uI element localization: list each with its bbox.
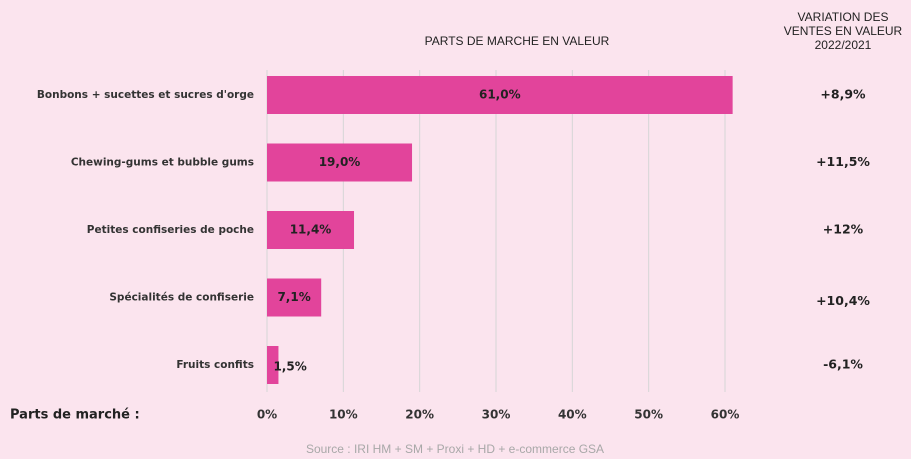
variation-title: VARIATION DES bbox=[798, 10, 889, 24]
bar bbox=[267, 211, 355, 249]
value-label: 11,4% bbox=[290, 223, 332, 237]
category-label: Bonbons + sucettes et sucres d'orge bbox=[37, 89, 254, 101]
value-label: 19,0% bbox=[319, 155, 361, 169]
value-label: 61,0% bbox=[479, 88, 521, 102]
category-label: Chewing-gums et bubble gums bbox=[71, 157, 254, 169]
variation-label: +12% bbox=[823, 222, 864, 237]
value-label: 1,5% bbox=[273, 360, 306, 374]
x-axis-label: Parts de marché : bbox=[10, 408, 140, 423]
category-label: Fruits confits bbox=[176, 359, 254, 371]
x-tick-label: 60% bbox=[711, 408, 740, 422]
variation-label: +8,9% bbox=[820, 87, 866, 102]
category-label: Petites confiseries de poche bbox=[87, 224, 254, 236]
variation-title: VENTES EN VALEUR bbox=[784, 24, 903, 38]
variation-title: 2022/2021 bbox=[815, 38, 872, 52]
bar bbox=[267, 278, 322, 317]
x-tick-label: 40% bbox=[558, 408, 587, 422]
x-tick-label: 10% bbox=[329, 408, 358, 422]
value-label: 7,1% bbox=[277, 290, 310, 304]
variation-label: +10,4% bbox=[816, 293, 870, 308]
source: Source : IRI HM + SM + Proxi + HD + e-co… bbox=[306, 442, 604, 456]
variation-label: -6,1% bbox=[823, 357, 863, 372]
category-label: Spécialités de confiserie bbox=[109, 292, 254, 304]
chart-title: PARTS DE MARCHE EN VALEUR bbox=[425, 34, 610, 48]
x-tick-label: 0% bbox=[257, 408, 277, 422]
bar bbox=[267, 76, 733, 114]
x-tick-label: 30% bbox=[482, 408, 511, 422]
x-tick-label: 50% bbox=[634, 408, 663, 422]
variation-label: +11,5% bbox=[816, 154, 870, 169]
x-tick-label: 20% bbox=[405, 408, 434, 422]
bar bbox=[267, 346, 279, 384]
bar bbox=[267, 143, 413, 182]
